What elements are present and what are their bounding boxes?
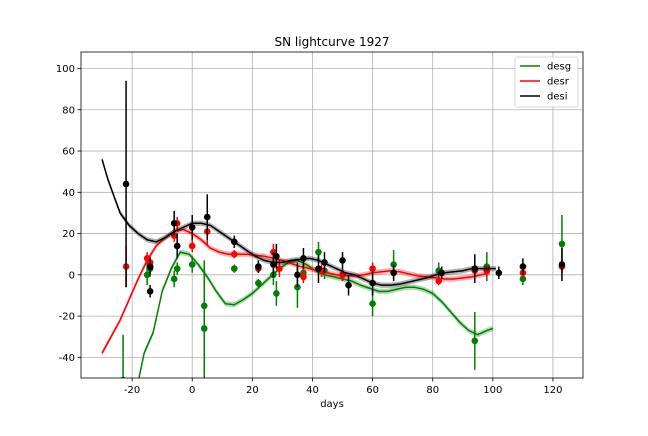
data-point bbox=[435, 277, 443, 285]
data-point bbox=[146, 288, 154, 295]
x-tick-label: 0 bbox=[189, 385, 195, 396]
data-point bbox=[143, 271, 151, 279]
data-point bbox=[339, 271, 346, 279]
data-point bbox=[188, 261, 196, 268]
data-point bbox=[294, 271, 301, 279]
data-point bbox=[471, 265, 479, 272]
legend-box bbox=[514, 56, 579, 108]
y-tick-label: -40 bbox=[59, 353, 75, 364]
data-point bbox=[173, 242, 181, 250]
data-point bbox=[270, 261, 277, 268]
y-tick-label: -20 bbox=[59, 312, 75, 323]
data-point bbox=[231, 265, 238, 272]
x-tick-label: 80 bbox=[426, 385, 439, 396]
x-axis-label: days bbox=[320, 399, 344, 410]
data-point bbox=[438, 269, 446, 277]
data-point bbox=[200, 325, 208, 332]
data-point bbox=[173, 265, 181, 272]
data-point bbox=[495, 269, 503, 277]
data-point bbox=[170, 219, 178, 227]
data-point bbox=[255, 263, 262, 270]
data-point bbox=[321, 259, 328, 266]
data-point bbox=[273, 290, 280, 297]
data-point bbox=[315, 248, 322, 256]
y-tick-label: 100 bbox=[56, 64, 75, 75]
series-line bbox=[101, 159, 496, 286]
x-tick-label: 120 bbox=[543, 385, 562, 396]
x-tick-label: 60 bbox=[366, 385, 379, 396]
x-tick-label: -20 bbox=[124, 385, 140, 396]
data-point bbox=[558, 240, 566, 248]
legend-label: desr bbox=[547, 77, 570, 88]
y-tick-label: 40 bbox=[62, 188, 75, 199]
data-point bbox=[558, 261, 566, 268]
data-point bbox=[231, 250, 238, 258]
plot-area bbox=[101, 80, 566, 378]
x-tick-label: 20 bbox=[246, 385, 259, 396]
data-point bbox=[369, 300, 376, 308]
data-point bbox=[122, 180, 130, 188]
y-tick-label: 20 bbox=[62, 229, 75, 240]
x-tick-label: 40 bbox=[306, 385, 319, 396]
data-point bbox=[188, 224, 196, 231]
data-point bbox=[339, 257, 346, 264]
plot-frame bbox=[80, 51, 584, 379]
data-point bbox=[300, 273, 307, 281]
legend-label: desi bbox=[547, 92, 568, 103]
x-tick-label: 100 bbox=[483, 385, 502, 396]
data-point bbox=[369, 279, 376, 287]
axis-ticks: -20 0 20 40 60 80 100 120 -40 -20 0 20 40 60 80 100 bbox=[56, 64, 563, 396]
data-point bbox=[294, 283, 301, 291]
data-point bbox=[519, 275, 527, 283]
data-point bbox=[471, 337, 479, 345]
data-point bbox=[188, 242, 196, 250]
data-point bbox=[255, 279, 262, 287]
data-point bbox=[231, 238, 238, 246]
y-tick-label: 80 bbox=[62, 105, 75, 116]
data-point bbox=[300, 255, 307, 262]
data-point bbox=[273, 252, 280, 260]
data-point bbox=[345, 281, 352, 289]
data-point bbox=[390, 269, 397, 277]
y-tick-label: 0 bbox=[69, 270, 75, 281]
legend-label: desg bbox=[547, 62, 571, 73]
y-tick-label: 60 bbox=[62, 147, 75, 158]
series-uncertainty-band bbox=[102, 156, 496, 288]
legend: desg desr desi bbox=[514, 56, 579, 108]
data-point bbox=[369, 265, 376, 272]
data-point bbox=[203, 213, 211, 221]
data-point bbox=[276, 265, 283, 272]
data-point bbox=[170, 275, 178, 283]
series-desi bbox=[101, 80, 566, 298]
data-point bbox=[146, 263, 154, 270]
data-point bbox=[315, 265, 322, 272]
chart-title: SN lightcurve 1927 bbox=[275, 35, 390, 49]
data-point bbox=[519, 263, 527, 270]
